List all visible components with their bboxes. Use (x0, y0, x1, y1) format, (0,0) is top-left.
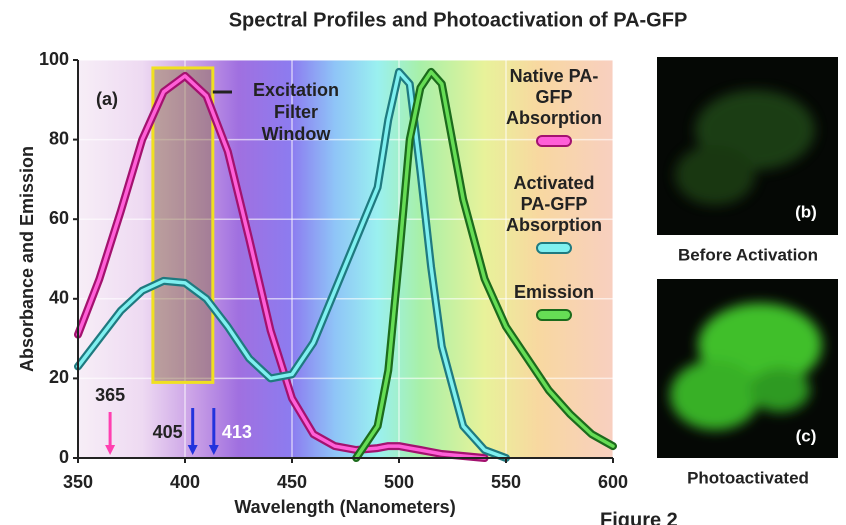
annotation-line: Filter (274, 102, 318, 122)
x-tick-label: 600 (598, 472, 628, 492)
legend-label: Activated PA-GFP Absorption (506, 173, 602, 235)
y-tick-label: 0 (59, 447, 69, 467)
annotation-line: Window (262, 124, 332, 144)
panel-caption: Photoactivated (687, 468, 809, 487)
x-tick-label: 350 (63, 472, 93, 492)
x-tick-label: 400 (170, 472, 200, 492)
line (76, 74, 487, 460)
y-tick-label: 60 (49, 208, 69, 228)
marker-label: 405 (153, 422, 183, 442)
legend-swatch (536, 242, 572, 254)
panel-label: (c) (796, 426, 817, 445)
x-tick-label: 500 (384, 472, 414, 492)
legend-label: Native PA-GFP Absorption (506, 66, 602, 128)
legend-swatch (536, 309, 572, 321)
marker-arrowhead (208, 445, 219, 455)
filter-window (151, 66, 215, 384)
cell-bright (670, 303, 822, 430)
marker-arrowhead (187, 445, 198, 455)
marker-label: 365 (95, 385, 125, 405)
line (76, 70, 508, 460)
panel-caption: Before Activation (678, 245, 818, 264)
figure-label: Figure 2 (600, 509, 678, 525)
x-axis-label: Wavelength (Nanometers) (234, 497, 455, 517)
marker-label: 413 (222, 422, 252, 442)
cell-dim (675, 90, 815, 205)
legend-swatch (536, 135, 572, 147)
panel-label: (a) (96, 89, 118, 109)
panel-label: (b) (795, 202, 817, 221)
x-tick-label: 550 (491, 472, 521, 492)
y-tick-label: 100 (39, 49, 69, 69)
y-axis-label: Absorbance and Emission (17, 146, 37, 372)
legend-label: Emission (513, 282, 595, 302)
annotation-line: Excitation (253, 80, 339, 100)
chart-title: Spectral Profiles and Photoactivation of… (229, 9, 688, 31)
line (354, 70, 615, 460)
y-tick-label: 40 (49, 288, 69, 308)
marker-arrowhead (105, 445, 116, 455)
y-tick-label: 80 (49, 128, 69, 148)
annotation: Excitation Filter Window (253, 80, 339, 144)
y-tick-label: 20 (49, 367, 69, 387)
x-tick-label: 450 (277, 472, 307, 492)
